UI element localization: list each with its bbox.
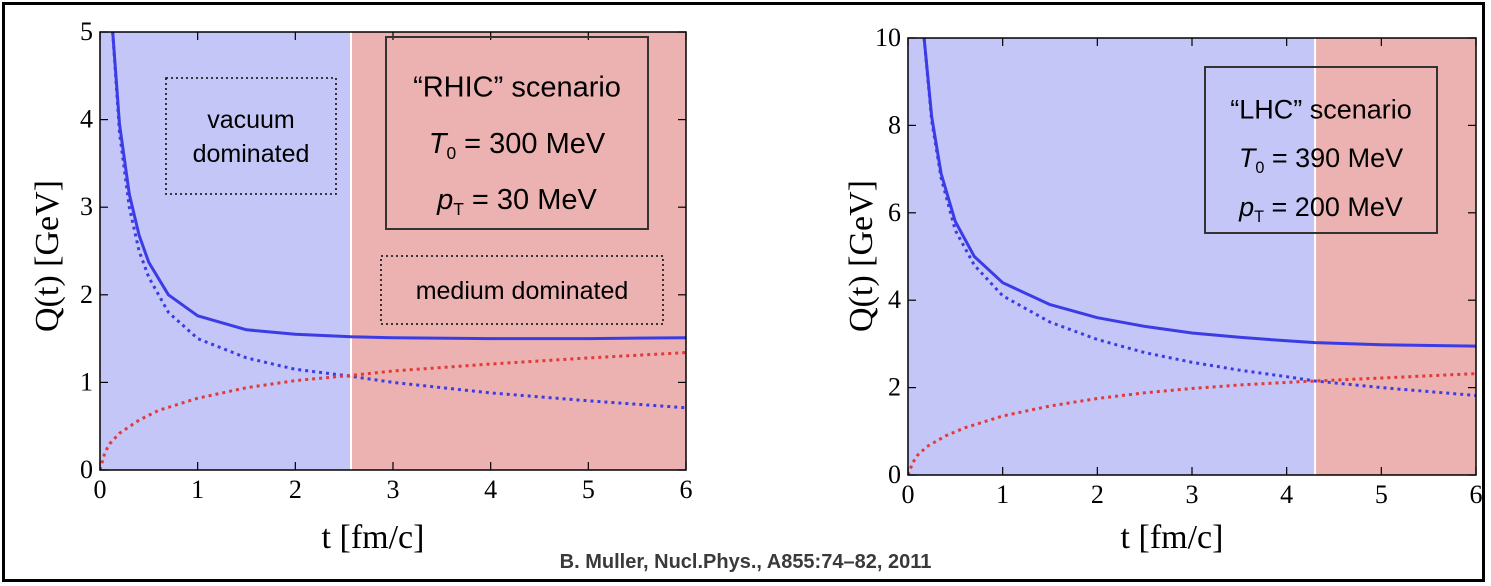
x-axis-label: t [fm/c] — [1121, 519, 1224, 556]
scenario-momentum: pT = 30 MeV — [436, 184, 597, 219]
x-tick-label: 5 — [1375, 480, 1388, 509]
annotation-box — [380, 255, 664, 325]
y-tick-label: 4 — [80, 105, 93, 134]
y-tick-label: 10 — [875, 23, 901, 52]
annotation-text: dominated — [193, 140, 310, 168]
x-tick-label: 2 — [289, 475, 302, 504]
scenario-temperature: T0 = 300 MeV — [429, 128, 606, 163]
scenario-title: “LHC” scenario — [1230, 94, 1412, 124]
scenario-box — [1204, 66, 1438, 234]
region-medium — [351, 32, 686, 470]
scenario-momentum: pT = 200 MeV — [1238, 192, 1403, 226]
scenario-temperature: T0 = 390 MeV — [1239, 143, 1403, 177]
x-tick-label: 5 — [582, 475, 595, 504]
cropped-glyph: ) — [0, 188, 2, 284]
y-tick-label: 6 — [888, 198, 901, 227]
annotation-text: medium dominated — [416, 277, 629, 305]
y-tick-label: 0 — [888, 460, 901, 489]
y-axis-label: Q(t) [GeV] — [29, 180, 66, 332]
x-tick-label: 0 — [902, 480, 915, 509]
annotation-text: vacuum — [207, 106, 295, 134]
x-tick-label: 2 — [1091, 480, 1104, 509]
x-tick-label: 0 — [94, 475, 107, 504]
series-1-solid-line — [111, 31, 686, 341]
chart-panel-1: 0 1 2 3 4 5 6 0 1 2 3 4 5 t [fm/c] Q(t) [GeV] “RHIC” sc… — [29, 17, 693, 556]
series-3-dotted-line — [100, 351, 686, 471]
y-tick-label: 3 — [80, 192, 93, 221]
series-1-solid-line — [922, 37, 1476, 348]
scenario-box — [385, 36, 649, 230]
y-tick-label: 2 — [888, 373, 901, 402]
y-axis-label: Q(t) [GeV] — [843, 180, 880, 332]
annotation-box — [165, 77, 337, 195]
x-tick-label: 3 — [387, 475, 400, 504]
citation-text: B. Muller, Nucl.Phys., A855:74–82, 2011 — [559, 551, 932, 573]
region-medium — [1315, 38, 1476, 475]
scenario-title: “RHIC” scenario — [413, 71, 621, 103]
y-tick-label: 5 — [80, 17, 93, 46]
chart-panel-2: 0 1 2 3 4 5 6 0 2 4 6 8 10 t [fm/c] Q(t) [GeV] “LHC” sc… — [843, 23, 1483, 556]
x-tick-label: 4 — [1280, 480, 1293, 509]
y-tick-label: 1 — [80, 367, 93, 396]
x-tick-label: 3 — [1186, 480, 1199, 509]
y-tick-label: 4 — [888, 285, 901, 314]
x-tick-label: 1 — [191, 475, 204, 504]
chart-figure: 0 1 2 3 4 5 6 0 1 2 3 4 5 t [fm/c] Q(t) [GeV] “RHIC” sc… — [29, 17, 1483, 556]
x-tick-label: 4 — [484, 475, 497, 504]
x-tick-label: 6 — [680, 475, 693, 504]
series-2-dotted-line — [111, 31, 686, 410]
series-3-dotted-line — [908, 372, 1476, 476]
y-tick-label: 2 — [80, 280, 93, 309]
region-vacuum — [100, 32, 352, 470]
x-axis-label: t [fm/c] — [322, 519, 425, 556]
x-tick-label: 6 — [1470, 480, 1483, 509]
y-tick-label: 0 — [80, 455, 93, 484]
y-tick-label: 8 — [888, 110, 901, 139]
x-tick-label: 1 — [996, 480, 1009, 509]
